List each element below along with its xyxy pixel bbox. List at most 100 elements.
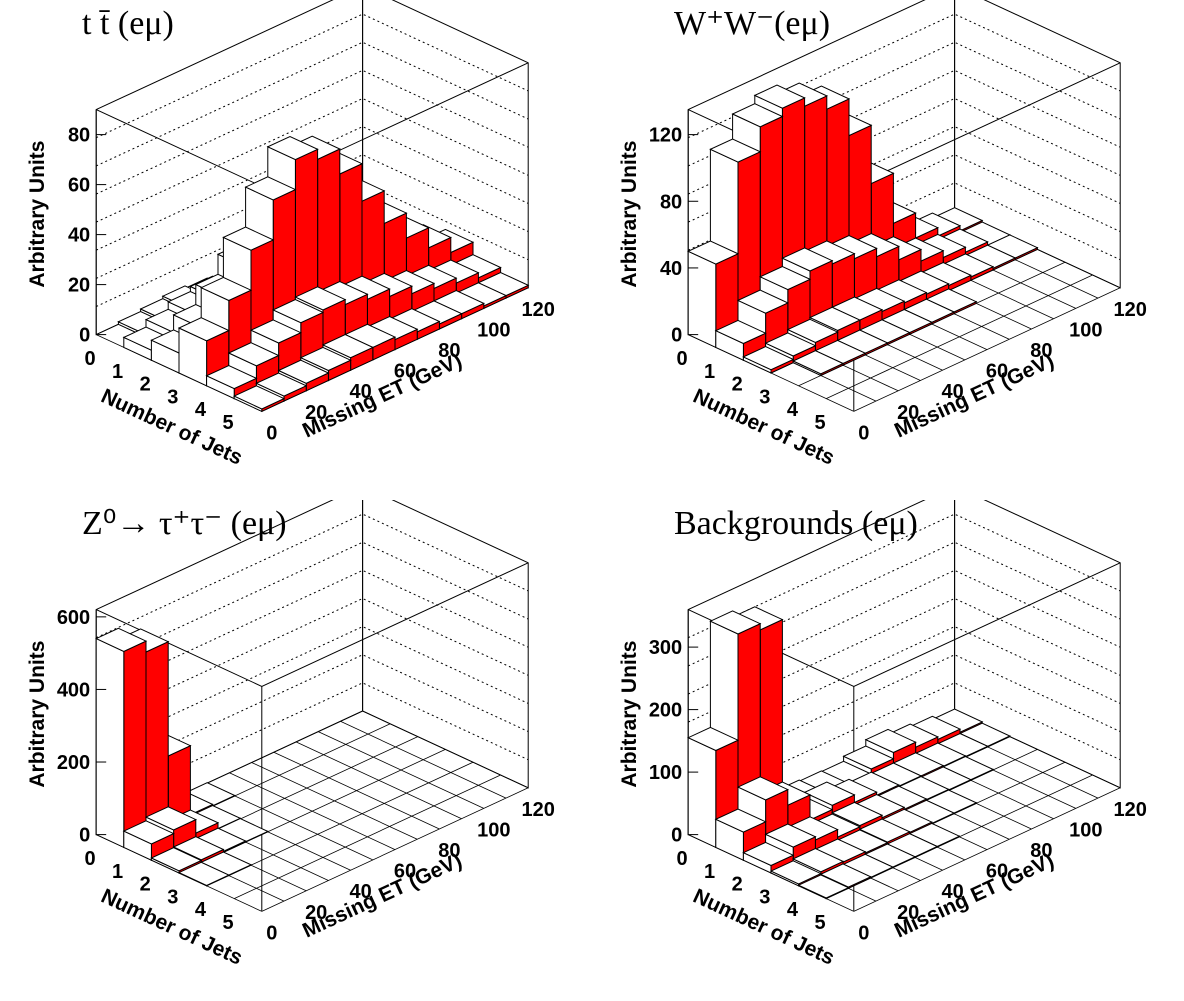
z-axis: 0 20 40 60 80 Arbitrary Units [26,125,107,347]
z-axis-label: Arbitrary Units [26,641,49,788]
met-tick-label: 100 [1069,819,1102,841]
bar [714,319,767,361]
z-axis: 0 200 400 600 Arbitrary Units [26,607,107,847]
grid-lines [95,13,529,307]
grid-lines [687,13,1121,307]
met-tick-label: 120 [522,299,555,321]
z-tick-label: 200 [57,752,90,774]
met-tick-label: 20 [897,902,919,924]
bar [122,820,175,861]
chart-backgrounds: Backgrounds (eμ) 0 100 200 300 Arbitrary Unit… [592,500,1184,1000]
jets-tick-label: 2 [140,874,151,896]
bar [792,350,845,377]
z-axis-label: Arbitrary Units [26,141,49,288]
met-tick-label: 100 [1069,319,1102,341]
met-tick-label: 60 [986,361,1008,383]
jets-tick-label: 1 [704,861,715,883]
jets-tick-label: 1 [112,861,123,883]
jets-tick-label: 5 [222,912,233,934]
met-tick-label: 60 [394,361,416,383]
bar [797,874,850,900]
z-axis-label: Arbitrary Units [618,641,641,788]
met-tick-label: 20 [897,402,919,424]
jets-tick-label: 1 [112,361,123,383]
met-tick-label: 100 [477,819,510,841]
bars [687,606,1011,900]
z-tick-label: 0 [79,325,90,347]
met-tick-label: 80 [1030,840,1052,862]
jets-tick-label: 3 [759,886,770,908]
bars [95,627,269,887]
z-tick-label: 40 [660,258,682,280]
met-tick-label: 0 [858,422,869,444]
jets-tick-label: 4 [787,399,799,421]
met-tick-label: 80 [438,340,460,362]
jets-tick-label: 5 [222,412,233,434]
z-tick-label: 300 [649,637,682,659]
met-axis-label: Missing ET (GeV) [299,849,465,943]
met-tick-label: 80 [438,840,460,862]
jets-tick-label: 0 [676,348,687,370]
z-tick-label: 60 [68,175,90,197]
met-tick-label: 60 [394,861,416,883]
z-axis-label: Arbitrary Units [618,141,641,288]
jets-tick-label: 2 [140,374,151,396]
bars [117,135,530,413]
z-tick-label: 20 [68,275,90,297]
jets-tick-label: 4 [787,899,799,921]
chart-title: Backgrounds (eμ) [674,505,918,542]
z-tick-label: 100 [649,762,682,784]
chart-ww: W⁺W⁻(eμ) 0 40 80 120 Arbitrary Units 0 1 2 3 4 5 Num… [592,0,1184,500]
jets-tick-label: 0 [676,848,687,870]
z-tick-label: 200 [649,700,682,722]
chart-ttbar: t t̄ (eμ) 0 20 40 60 80 Arbitrary Units 0 1 2 3 4 5 N… [0,0,592,500]
jets-tick-label: 3 [167,386,178,408]
z-tick-label: 0 [79,825,90,847]
z-tick-label: 80 [68,125,90,147]
grid-lines [687,513,1121,807]
z-tick-label: 600 [57,607,90,629]
met-axis-label: Missing ET (GeV) [891,349,1057,443]
jets-tick-label: 5 [814,412,825,434]
jets-tick-label: 2 [732,374,743,396]
met-tick-label: 60 [986,861,1008,883]
jets-tick-label: 4 [195,899,207,921]
bar [233,385,286,413]
jets-tick-label: 4 [195,399,207,421]
z-axis: 0 100 200 300 Arbitrary Units [618,637,699,847]
jets-tick-label: 0 [84,348,95,370]
jets-tick-label: 2 [732,874,743,896]
met-tick-label: 120 [1114,799,1147,821]
met-tick-label: 40 [941,381,963,403]
z-tick-label: 0 [671,325,682,347]
chart-title: t t̄ (eμ) [82,5,174,42]
met-tick-label: 20 [305,902,327,924]
z-tick-label: 120 [649,125,682,147]
met-tick-label: 120 [522,799,555,821]
jets-tick-label: 3 [167,886,178,908]
met-tick-label: 0 [858,922,869,944]
met-tick-label: 40 [349,881,371,903]
z-tick-label: 40 [68,225,90,247]
met-tick-label: 120 [1114,299,1147,321]
met-tick-label: 80 [1030,340,1052,362]
jets-tick-label: 1 [704,361,715,383]
z-axis: 0 40 80 120 Arbitrary Units [618,125,699,347]
chart-title: Z⁰→ τ⁺τ⁻ (eμ) [82,505,287,542]
jets-tick-label: 0 [84,848,95,870]
bar [177,317,230,387]
chart-title: W⁺W⁻(eμ) [674,5,830,42]
met-tick-label: 0 [266,922,277,944]
bar [95,627,148,849]
met-tick-label: 20 [305,402,327,424]
met-tick-label: 100 [477,319,510,341]
z-tick-label: 80 [660,191,682,213]
met-tick-label: 40 [349,381,371,403]
jets-tick-label: 3 [759,386,770,408]
jets-tick-label: 5 [814,912,825,934]
met-axis-label: Missing ET (GeV) [891,849,1057,943]
